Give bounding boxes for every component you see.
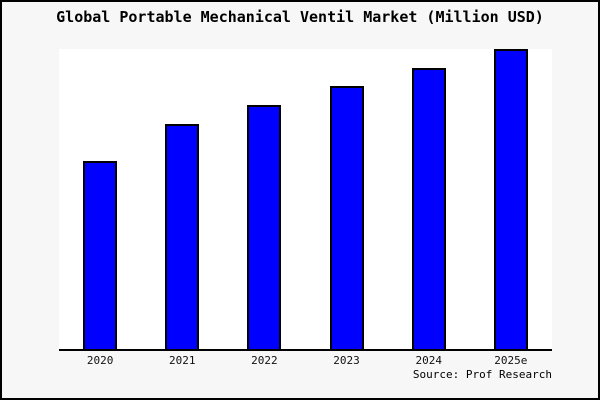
bar-2025e <box>493 49 528 349</box>
x-tick-label-2025e: 2025e <box>494 354 528 367</box>
x-tick-label-2024: 2024 <box>415 354 442 367</box>
x-tick-label-2021: 2021 <box>168 354 196 367</box>
bar-2024 <box>411 68 446 349</box>
x-tick-label-2020: 2020 <box>86 354 114 367</box>
bar-2022 <box>247 105 282 349</box>
source-credit: Source: Prof Research <box>412 368 552 381</box>
bar-2023 <box>329 86 364 349</box>
x-tick-label-2022: 2022 <box>251 354 278 367</box>
plot-area <box>59 49 552 351</box>
bar-2020 <box>83 161 118 349</box>
bar-2021 <box>165 124 200 349</box>
chart-title: Global Portable Mechanical Ventil Market… <box>56 8 544 26</box>
x-tick-label-2023: 2023 <box>333 354 360 367</box>
x-axis-labels: 2020 2021 2022 2023 2024 2025e <box>59 354 552 367</box>
